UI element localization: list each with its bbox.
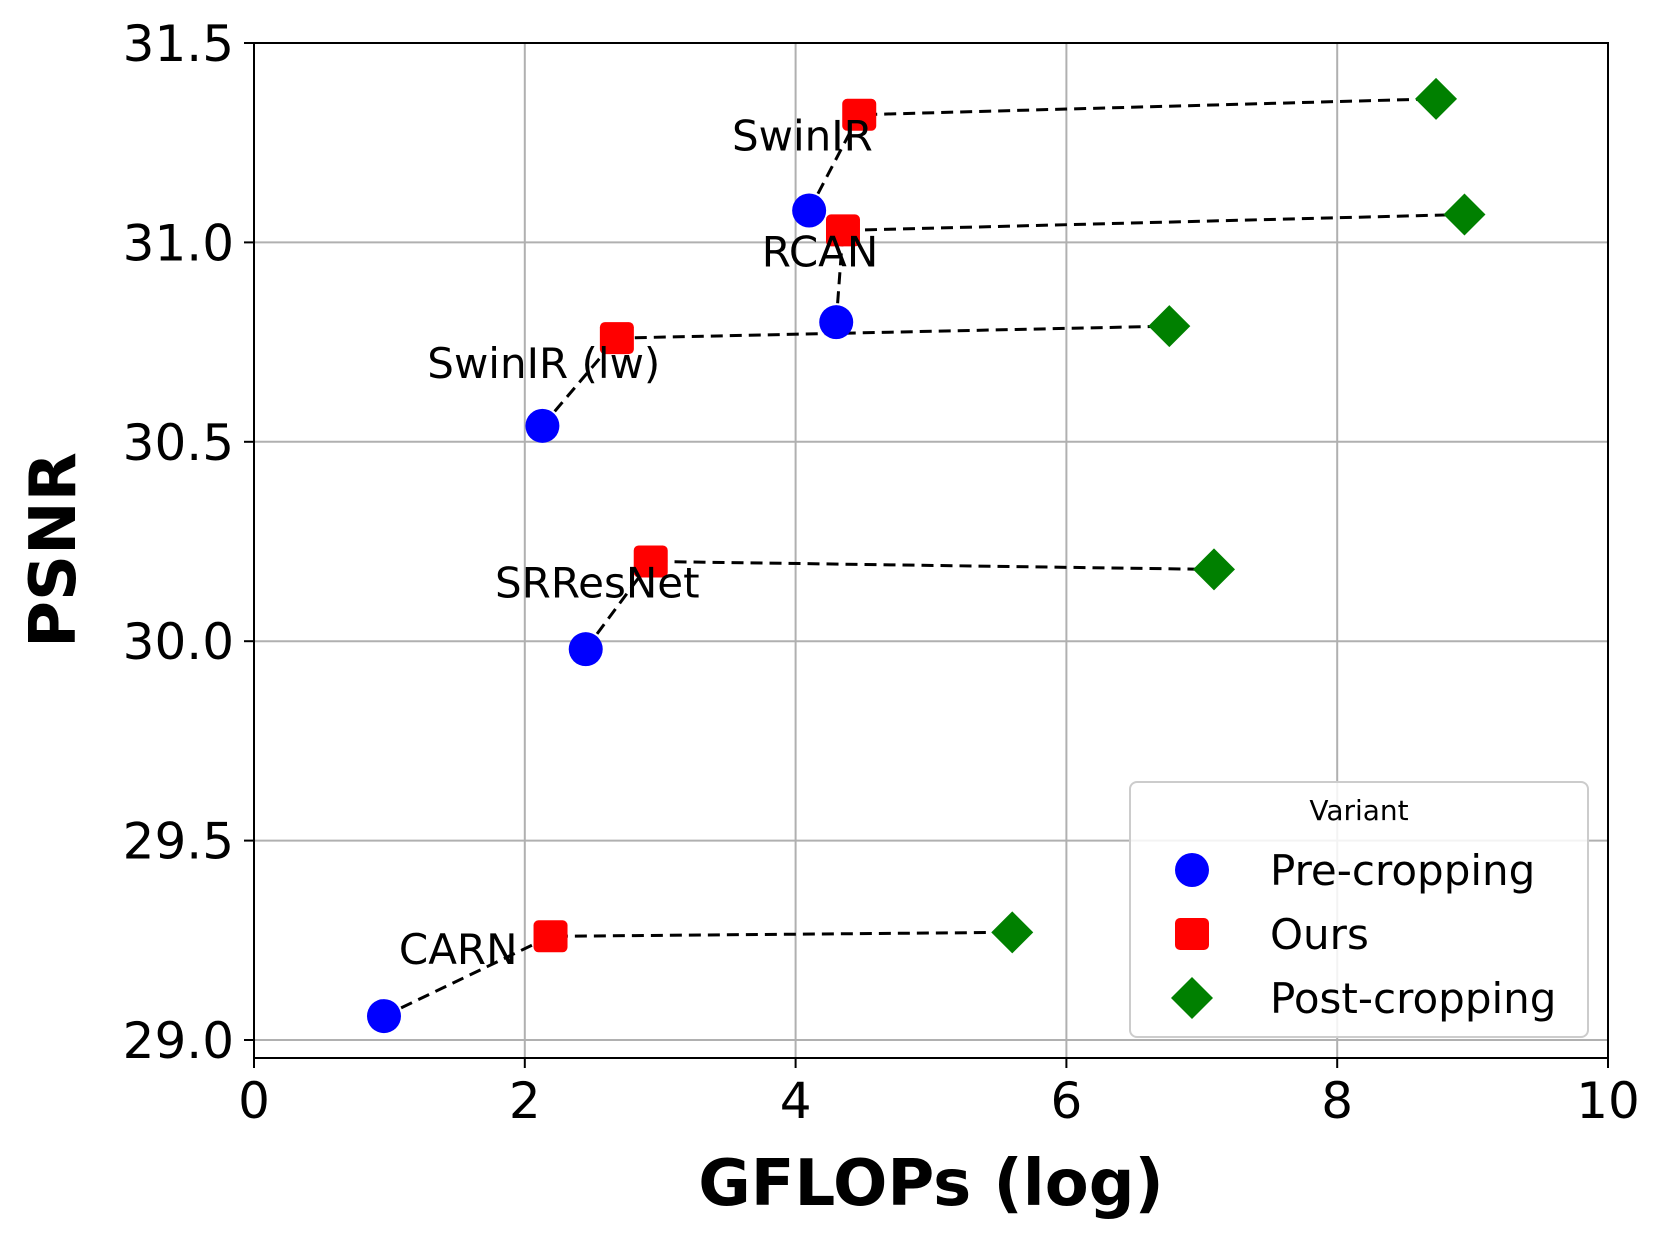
pre-cropping-point: [819, 305, 854, 340]
y-tick-label: 31.0: [123, 214, 234, 272]
y-tick-label: 29.0: [123, 1012, 234, 1070]
ours-point: [825, 214, 860, 247]
ours-point: [533, 920, 568, 953]
y-tick-label: 30.0: [123, 613, 234, 671]
pre-cropping-point: [568, 632, 603, 667]
plot-area-frame: [253, 42, 1609, 1059]
x-tick-label: 10: [1576, 1072, 1640, 1130]
model-connector-line: [834, 212, 1465, 323]
x-tick-label: 8: [1321, 1072, 1353, 1130]
model-label: RCAN: [762, 227, 879, 276]
legend-marker: [1175, 853, 1209, 887]
model-labels: SwinIR RCAN SwinIR (lw) SRResNet CARN: [399, 112, 878, 975]
legend-box: [1129, 781, 1589, 1038]
x-tick-label: 0: [238, 1072, 270, 1130]
post-cropping-point: [1192, 548, 1235, 591]
data-markers: [366, 77, 1486, 1034]
ours-point: [599, 322, 634, 355]
legend-marker: [1171, 977, 1213, 1019]
legend: Variant Pre-cropping Ours Post-cropping: [1129, 781, 1589, 1038]
model-connector-line: [383, 930, 1013, 1018]
x-tick-label: 4: [780, 1072, 812, 1130]
pre-cropping-point: [792, 193, 827, 228]
y-tick-label: 30.5: [123, 414, 234, 472]
post-cropping-point: [1443, 193, 1486, 236]
model-label: CARN: [399, 925, 518, 974]
ours-point: [633, 545, 668, 578]
pre-cropping-point: [366, 999, 401, 1034]
y-tick-label: 29.5: [123, 813, 234, 871]
legend-label: Ours: [1270, 910, 1369, 959]
x-axis-title: GFLOPs (log): [698, 1147, 1164, 1221]
legend-title: Variant: [1309, 794, 1408, 827]
post-cropping-point: [991, 911, 1034, 954]
post-cropping-point: [1415, 77, 1458, 120]
y-axis-title: PSNR: [17, 452, 91, 648]
pre-cropping-point: [525, 408, 560, 443]
y-tick-label: 31.5: [123, 15, 234, 73]
legend-entries: Pre-cropping Ours Post-cropping: [1171, 846, 1556, 1023]
legend-marker: [1175, 918, 1209, 950]
model-connector-line: [584, 559, 1215, 651]
axis-ticks: 0 2 4 6 8 10 29.0 29.5 30.0 30.5 31.0 31.5: [123, 15, 1640, 1130]
model-label: SwinIR (lw): [427, 339, 660, 388]
ours-point: [842, 98, 877, 131]
model-label: SwinIR: [732, 112, 873, 161]
legend-label: Pre-cropping: [1270, 846, 1535, 895]
x-tick-label: 6: [1050, 1072, 1082, 1130]
x-tick-label: 2: [509, 1072, 541, 1130]
post-cropping-point: [1148, 305, 1191, 348]
model-label: SRResNet: [495, 558, 700, 607]
model-connector-line: [807, 97, 1437, 212]
legend-label: Post-cropping: [1270, 974, 1556, 1023]
